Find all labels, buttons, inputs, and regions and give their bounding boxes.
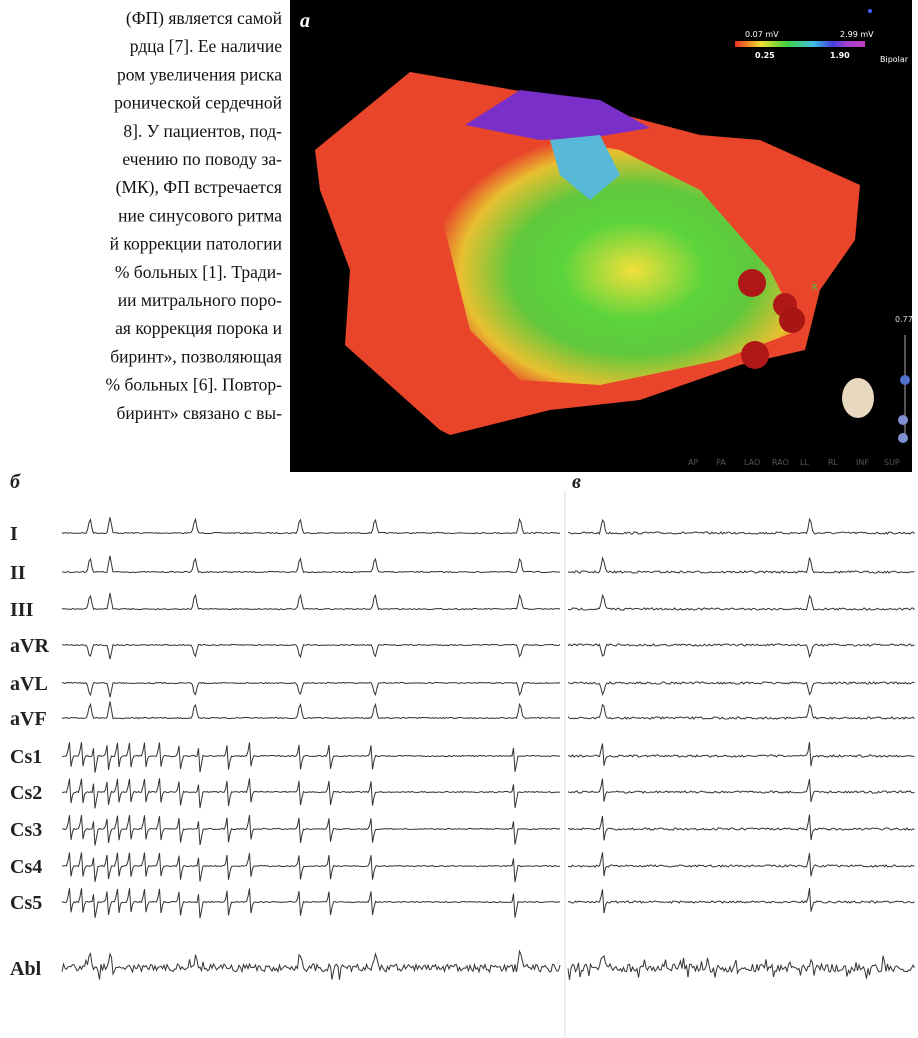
ecg-trace [62,682,560,697]
text-line: ая коррекция порока и [115,318,282,338]
indicator [868,9,872,13]
scale-max: 2.99 mV [840,30,874,39]
lead-label: Abl [10,958,42,980]
ecg-trace [62,778,560,808]
text-line: % больных [6]. Повтор- [106,375,283,395]
view-label: RAO [772,458,789,467]
ecg-trace [568,644,915,657]
marker-low: 0.25 [755,51,775,60]
marker-r: R [812,283,818,292]
orientation-heart [842,378,874,418]
marker-high: 1.90 [830,51,850,60]
zoom-value: 0.77 [895,315,913,324]
ecg-trace [568,519,915,534]
ecg-trace [62,644,560,659]
view-label: PA [716,458,726,467]
ecg-trace [62,593,560,610]
body-text: (ФП) является самой рдца [7]. Ее наличие р… [106,8,283,423]
text-line: % больных [1]. Тради- [115,262,282,282]
text-line: 8]. У пациентов, под- [123,121,282,141]
zoom-handle[interactable] [900,375,910,385]
ecg-trace [62,701,560,718]
lead-label: Cs2 [10,782,42,804]
text-line: биринт» связано с вы- [116,403,282,423]
view-button[interactable] [898,415,908,425]
ecg-trace [568,779,915,802]
ablation-point [738,269,766,297]
view-label: INF [856,458,869,467]
view-label: SUP [884,458,900,467]
text-line: (МК), ФП встречается [116,177,282,197]
panel-label: в [572,471,581,493]
lead-label: aVL [10,673,48,695]
view-label: RL [828,458,839,467]
lead-label: II [10,562,26,584]
panel-a: а 0.07 mV 2.99 mV 0.25 1.90 Bipolar R 0.… [290,0,913,472]
ecg-trace [62,888,560,918]
lead-label: Cs1 [10,746,42,768]
ecg-trace [62,852,560,882]
mode: Bipolar [880,55,909,64]
view-button[interactable] [898,433,908,443]
view-label: LAO [744,458,760,467]
view-label: LL [800,458,809,467]
ecg-trace [568,705,915,719]
scale-min: 0.07 mV [745,30,779,39]
ecg-trace [568,852,915,876]
text-line: ром увеличения риска [117,64,282,84]
page: (ФП) является самой рдца [7]. Ее наличие р… [0,0,918,1038]
ecg-trace [62,556,560,573]
lead-label: Cs4 [10,856,42,878]
ecg-trace [568,558,915,574]
text-line: ние синусового ритма [118,205,282,225]
view-label: AP [688,458,698,467]
ecg-trace [568,956,915,980]
lead-label: aVR [10,635,49,657]
lead-label: I [10,523,18,545]
ecg-trace [568,815,915,841]
text-line: биринт», позволяющая [110,346,282,366]
ecg-trace [62,517,560,533]
ablation-point [779,307,805,333]
lead-label: aVF [10,708,47,730]
text-line: ронической сердечной [114,93,282,113]
lead-label: Cs3 [10,819,42,841]
ecg-trace [62,742,560,772]
ecg-trace [568,595,915,610]
text-line: рдца [7]. Ее наличие [130,36,282,56]
ecg-trace [62,951,560,980]
text-line: (ФП) является самой [126,8,282,28]
panel-label: б [10,471,21,493]
lead-label: III [10,599,34,621]
ecg-trace [568,742,915,766]
ecg-trace [568,682,915,695]
text-line: ии митрального поро- [118,290,282,310]
text-line: ечению по поводу за- [122,149,282,169]
color-bar [735,41,865,47]
ecg-trace [62,815,560,845]
ablation-point [741,341,769,369]
panel-label: а [300,10,310,32]
lead-label: Cs5 [10,892,42,914]
text-line: й коррекции патологии [110,234,282,254]
ecg-trace [568,888,915,913]
